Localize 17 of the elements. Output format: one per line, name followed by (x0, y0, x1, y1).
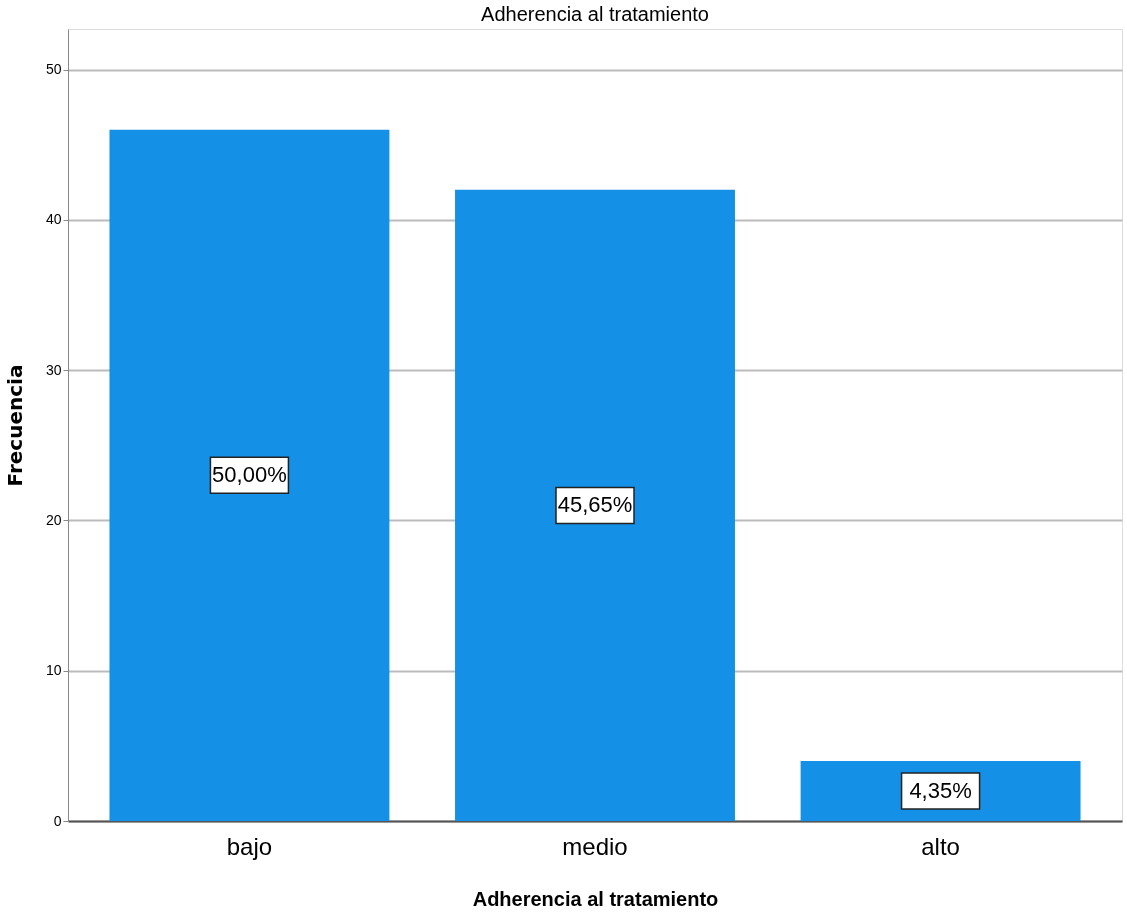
y-tick-label: 40 (45, 211, 62, 228)
y-tick-label: 0 (53, 812, 62, 829)
bar (455, 189, 735, 821)
y-tick-label: 30 (45, 361, 62, 378)
x-axis-title: Adherencia al tratamiento (472, 887, 719, 910)
annotation: 4,35% (909, 777, 972, 803)
y-tick-label: 10 (45, 662, 62, 679)
annotation: 50,00% (212, 462, 287, 488)
bar (109, 129, 390, 821)
y-tick-label: 50 (45, 61, 62, 78)
annotation: 45,65% (557, 492, 633, 518)
x-tick-label: alto (921, 832, 960, 860)
y-axis-title: Frecuencia (2, 364, 27, 487)
x-tick-label: medio (562, 832, 628, 860)
chart-title: Adherencia al tratamiento (481, 3, 709, 25)
x-tick-label: bajo (226, 832, 273, 860)
y-tick-label: 20 (45, 511, 62, 528)
